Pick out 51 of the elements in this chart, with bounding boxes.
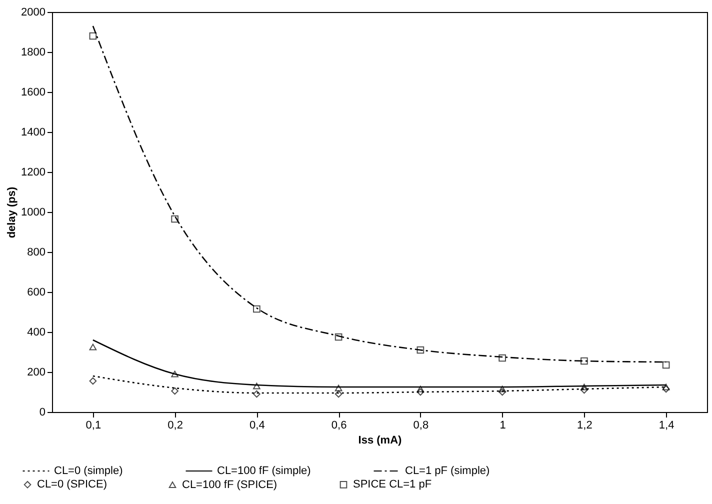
point — [498, 386, 506, 392]
point — [416, 388, 424, 396]
point — [334, 390, 342, 398]
point — [334, 384, 342, 392]
point — [416, 346, 424, 354]
point — [498, 388, 506, 396]
legend-label: SPICE CL=1 pF — [353, 478, 432, 491]
y-tick-label: 200 — [27, 366, 46, 378]
legend-label: CL=1 pF (simple) — [405, 465, 490, 477]
point — [662, 385, 670, 393]
point — [171, 387, 178, 395]
point — [662, 384, 670, 390]
point — [89, 377, 97, 385]
y-tick-label: 800 — [27, 246, 46, 258]
point — [253, 305, 260, 313]
x-tick-label: 0,2 — [168, 420, 183, 432]
point — [171, 370, 178, 378]
point — [580, 386, 588, 394]
legend-label: CL=100 fF (SPICE) — [182, 478, 278, 491]
point — [416, 386, 424, 392]
point — [89, 32, 97, 40]
x-tick-label: 0,8 — [413, 420, 429, 432]
y-tick-label: 0 — [39, 406, 46, 418]
x-axis-title: Iss (mA) — [358, 434, 402, 446]
x-tick-label: 0,1 — [86, 420, 102, 432]
x-tick-label: 1,2 — [577, 420, 592, 432]
y-tick-label: 1600 — [21, 86, 46, 98]
point — [89, 344, 97, 350]
y-tick-label: 1000 — [21, 206, 46, 218]
x-tick-label: 1,4 — [658, 420, 674, 432]
y-tick-label: 400 — [27, 326, 46, 338]
point — [580, 357, 588, 365]
point — [580, 384, 588, 390]
y-tick-label: 1800 — [21, 46, 46, 58]
y-tick-label: 1400 — [21, 126, 46, 138]
y-tick-label: 2000 — [21, 6, 46, 18]
y-tick-label: 1200 — [21, 166, 46, 178]
legend-label: CL=0 (simple) — [54, 465, 123, 477]
y-axis-title: delay (ps) — [6, 186, 18, 238]
point — [662, 361, 670, 369]
point — [253, 382, 260, 390]
point — [334, 333, 342, 341]
point — [171, 215, 178, 223]
x-tick-label: 1 — [500, 420, 506, 432]
point — [253, 390, 260, 398]
legend-label: CL=100 fF (simple) — [217, 465, 311, 477]
point — [498, 354, 506, 362]
x-tick-label: 0,6 — [331, 420, 347, 432]
x-tick-label: 0,4 — [250, 420, 265, 432]
y-tick-label: 600 — [27, 286, 46, 298]
legend-label: CL=0 (SPICE) — [37, 478, 107, 491]
